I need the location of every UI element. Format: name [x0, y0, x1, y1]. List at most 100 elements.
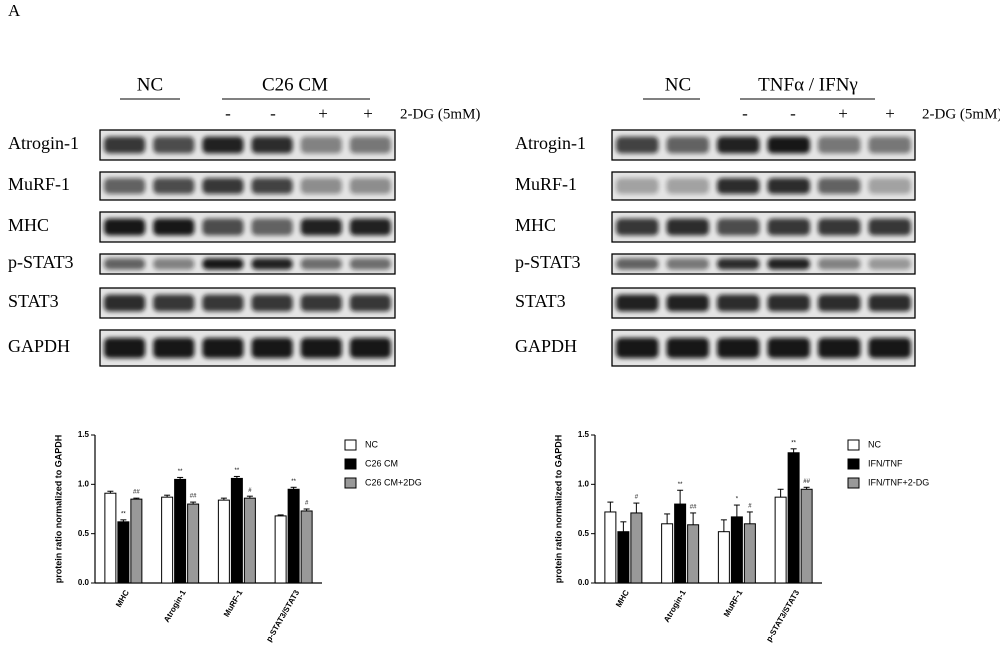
blot-band	[104, 136, 146, 154]
blot-band	[616, 178, 659, 194]
blot-band	[767, 294, 810, 312]
blot-band	[818, 337, 861, 359]
y-tick-label: 0.5	[78, 529, 90, 538]
legend-swatch	[847, 439, 860, 451]
blot-band	[717, 178, 760, 194]
blot-band	[300, 258, 342, 270]
blot-band	[818, 218, 861, 236]
significance-marker: ##	[190, 494, 197, 500]
blot-row-label: p-STAT3	[515, 252, 581, 272]
bar	[300, 510, 313, 584]
y-axis-label: protein ratio normalized to GAPDH	[53, 435, 63, 584]
blot-band	[616, 294, 659, 312]
significance-marker: #	[748, 504, 752, 510]
legend-label: NC	[868, 439, 881, 449]
blot-band	[616, 258, 659, 270]
significance-marker: **	[791, 440, 796, 446]
blot-band	[300, 178, 342, 194]
x-tick-label: Atrogin-1	[662, 588, 688, 624]
blot-band	[717, 294, 760, 312]
blot-frame	[99, 287, 396, 319]
x-tick-label: MuRF-1	[722, 588, 745, 618]
panel-label: A	[8, 1, 21, 20]
blot-band	[202, 218, 244, 236]
bar	[661, 523, 674, 584]
legend-swatch	[344, 439, 357, 451]
treatment-sign: -	[270, 104, 276, 123]
bar	[730, 516, 743, 584]
bar	[774, 496, 787, 584]
blot-band	[666, 294, 709, 312]
legend-label: NC	[365, 439, 378, 449]
blot-band	[349, 178, 391, 194]
blot-row-label: MuRF-1	[515, 174, 577, 194]
blot-band	[202, 258, 244, 270]
blot-band	[616, 218, 659, 236]
blot-band	[616, 337, 659, 359]
blot-band	[153, 136, 195, 154]
significance-marker: **	[121, 511, 126, 517]
blot-band	[616, 136, 659, 154]
significance-marker: **	[291, 479, 296, 485]
y-axis-label: protein ratio normalized to GAPDH	[553, 435, 563, 584]
blot-band	[202, 294, 244, 312]
blot-background	[100, 288, 395, 318]
blot-band	[868, 337, 911, 359]
blot-row-label: STAT3	[8, 291, 59, 311]
blot-band	[717, 337, 760, 359]
blot-band	[153, 294, 195, 312]
blot-band	[666, 218, 709, 236]
significance-marker: ##	[133, 490, 140, 496]
treatment-sign: -	[790, 104, 796, 123]
blot-frame	[99, 329, 396, 367]
blot-band	[251, 294, 293, 312]
blot-band	[666, 178, 709, 194]
blot-background	[612, 172, 915, 200]
blot-band	[153, 218, 195, 236]
bar	[117, 521, 130, 584]
blot-band	[349, 218, 391, 236]
y-tick-label: 1.0	[78, 479, 90, 488]
blot-band	[818, 178, 861, 194]
bar	[800, 488, 813, 584]
x-tick-label: p-STAT3/STAT3	[764, 588, 801, 643]
blot-band	[868, 294, 911, 312]
blot-frame	[611, 211, 916, 243]
blot-band	[153, 178, 195, 194]
treatment-sign: +	[318, 104, 328, 123]
significance-marker: #	[248, 488, 252, 494]
blot-band	[767, 178, 810, 194]
y-tick-label: 1.5	[78, 430, 90, 439]
legend-swatch	[344, 458, 357, 470]
bar	[130, 498, 143, 584]
bar	[674, 503, 687, 584]
treatment-label: 2-DG (5mM)	[400, 106, 480, 122]
treatment-sign: +	[885, 104, 895, 123]
blot-band	[868, 258, 911, 270]
y-tick-label: 0.5	[578, 529, 590, 538]
x-tick-label: Atrogin-1	[162, 588, 188, 624]
blot-row-label: GAPDH	[8, 336, 70, 356]
blot-frame	[611, 253, 916, 275]
blot-row-label: Atrogin-1	[515, 133, 586, 153]
blot-band	[104, 337, 146, 359]
bar	[104, 492, 117, 584]
blot-background	[612, 330, 915, 366]
blot-background	[100, 172, 395, 200]
blot-band	[153, 258, 195, 270]
blot-frame	[611, 329, 916, 367]
y-tick-label: 0.0	[578, 578, 590, 587]
bar	[717, 531, 730, 584]
blot-band	[349, 294, 391, 312]
group-label: C26 CM	[262, 74, 328, 95]
significance-marker: **	[178, 469, 183, 475]
blot-band	[868, 218, 911, 236]
significance-marker: **	[235, 468, 240, 474]
blot-band	[818, 136, 861, 154]
blot-band	[666, 136, 709, 154]
blot-band	[251, 178, 293, 194]
legend-swatch	[847, 458, 860, 470]
bar	[174, 478, 187, 584]
blot-band	[349, 258, 391, 270]
